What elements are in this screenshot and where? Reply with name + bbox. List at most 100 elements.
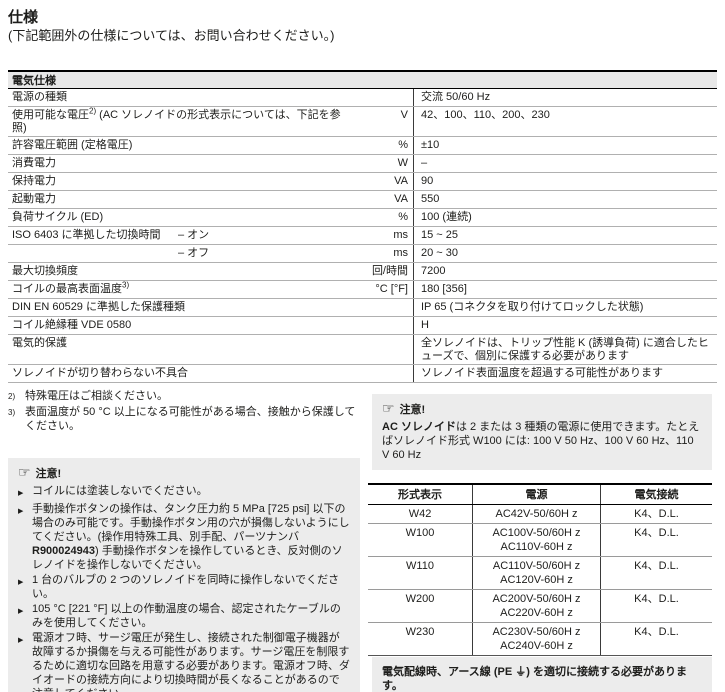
note-bullet-item: ▶ 手動操作ボタンの操作は、タンク圧力約 5 MPa [725 psi] 以下の…: [18, 502, 350, 572]
page-subtitle: (下記範囲外の仕様については、お問い合わせください。): [8, 28, 335, 43]
spec-value-cell: 15 ~ 25: [413, 227, 717, 244]
spec-label: ISO 6403 に準拠した切換時間: [12, 229, 161, 241]
model-table-row: W230 AC230V-50/60H z AC240V-60H z K4、D.L…: [368, 623, 712, 656]
spec-label: 起動電力: [12, 193, 56, 205]
solenoid-model-table: 形式表示 電源 電気接続 W42 AC42V-50/60H z K4、D.L. …: [368, 483, 712, 656]
note-bullet-item: ▶ コイルには塗装しないでください。: [18, 484, 350, 501]
spec-label: ソレノイドが切り替わらない不具合: [12, 367, 188, 379]
unit-label: V: [400, 109, 408, 121]
spec-value-cell: 7200: [413, 263, 717, 280]
bullet-text: 手動操作ボタンの操作は、タンク圧力約 5 MPa [725 psi] 以下の場合…: [32, 502, 350, 572]
unit-label: %: [398, 211, 408, 223]
unit-label: 回/時間: [371, 265, 408, 277]
column-header-power: 電源: [472, 485, 600, 504]
spec-value-cell: 90: [413, 173, 717, 190]
unit-label: %: [398, 139, 408, 151]
spec-label: 使用可能な電圧: [12, 109, 89, 121]
bullet-icon: ▶: [18, 579, 24, 586]
note-bullet-item: ▶ 1 台のバルブの 2 つのソレノイドを同時に操作しないでください。: [18, 573, 350, 601]
note-title-label: 注意!: [35, 468, 62, 480]
spec-label-cell: 使用可能な電圧2) (AC ソレノイドの形式表示については、下記を参照) V: [8, 107, 413, 136]
spec-label: コイルの最高表面温度: [12, 283, 122, 295]
grounding-note-post: ) を適切に接続する必要があります。: [382, 666, 687, 692]
bullet-text: コイルには塗装しないでください。: [32, 484, 350, 501]
unit-label: W: [397, 157, 408, 169]
spec-table-row: ISO 6403 に準拠した切換時間 – オン ms 15 ~ 25: [8, 227, 717, 245]
earth-ground-icon: ⏚: [515, 666, 527, 678]
bullet-text-pre: コイルには塗装しないでください。: [32, 485, 208, 497]
spec-table-row: コイルの最高表面温度3) °C [°F] 180 [356]: [8, 281, 717, 299]
power-line-1: AC110V-50/60H z: [492, 560, 581, 572]
spec-label-cell: 電源の種類: [8, 89, 413, 106]
power-line-2: AC120V-60H z: [500, 574, 573, 586]
spec-value-cell: ソレノイド表面温度を超過する可能性があります: [413, 365, 717, 382]
spec-table-row: 消費電力 W –: [8, 155, 717, 173]
unit-label: VA: [394, 193, 408, 205]
power-supply-cell: AC230V-50/60H z AC240V-60H z: [472, 623, 600, 655]
spec-label-cell: 起動電力 VA: [8, 191, 413, 208]
spec-table-row: 保持電力 VA 90: [8, 173, 717, 191]
footnote: 2) 特殊電圧はご相談ください。: [8, 389, 360, 404]
spec-table-row: 許容電圧範囲 (定格電圧) % ±10: [8, 137, 717, 155]
spec-sublabel: – オフ: [178, 247, 210, 259]
spec-value-cell: 180 [356]: [413, 281, 717, 298]
note-box-right: ☞ 注意! AC ソレノイドは 2 または 3 種類の電源に使用できます。たとえば…: [372, 394, 712, 470]
grounding-note: 電気配線時、アース線 (PE ⏚) を適切に接続する必要があります。: [372, 657, 712, 692]
spec-value-cell: 全ソレノイドは、トリップ性能 K (誘導負荷) に適合したヒューズで、個別に保護…: [413, 335, 717, 364]
title-block: 仕様 (下記範囲外の仕様については、お問い合わせください。): [8, 8, 335, 45]
spec-value-cell: –: [413, 155, 717, 172]
spec-label-suffix: (AC ソレノイドの形式表示については、下記を参照): [12, 109, 341, 134]
power-line-2: AC110V-60H z: [500, 541, 573, 553]
spec-table-row: 負荷サイクル (ED) % 100 (連続): [8, 209, 717, 227]
footnotes: 2) 特殊電圧はご相談ください。 3) 表面温度が 50 °C 以上になる可能性…: [8, 389, 360, 434]
power-line-2: AC240V-60H z: [500, 640, 573, 652]
bullet-icon: ▶: [18, 508, 24, 515]
power-line-1: AC42V-50/60H z: [495, 508, 578, 520]
column-header-connection: 電気接続: [600, 485, 712, 504]
bullet-icon: ▶: [18, 608, 24, 615]
model-designation-cell: W200: [405, 593, 435, 605]
unit-label: ms: [393, 229, 408, 241]
spec-label-cell: 保持電力 VA: [8, 173, 413, 190]
model-table-header-row: 形式表示 電源 電気接続: [368, 485, 712, 505]
note-text-rest: は 2 または 3 種類の電源に使用できます。たとえばソレノイド形式 W100 …: [382, 421, 700, 461]
model-designation-cell: W100: [405, 527, 435, 539]
spec-label: 電気的保護: [12, 337, 67, 349]
spec-table-body: 電源の種類 交流 50/60 Hz 使用可能な電圧2) (AC ソレノイドの形式…: [8, 89, 717, 383]
bullet-text-post: ) 手動操作ボタンを操作しているとき、反対側のソレノイドを操作しないでください。: [32, 545, 343, 571]
power-line-1: AC100V-50/60H z: [492, 527, 581, 539]
spec-label-cell: 最大切換頻度 回/時間: [8, 263, 413, 280]
note-hand-icon: ☞: [382, 400, 395, 416]
spec-sublabel: – オン: [178, 229, 210, 241]
spec-label-cell: ソレノイドが切り替わらない不具合: [8, 365, 413, 382]
spec-label: DIN EN 60529 に準拠した保護種類: [12, 301, 185, 313]
bullet-text-pre: 105 °C [221 °F] 以上の作動温度の場合、認定されたケーブルのみを使…: [32, 603, 341, 629]
spec-label-cell: コイルの最高表面温度3) °C [°F]: [8, 281, 413, 298]
bullet-text-pre: 1 台のバルブの 2 つのソレノイドを同時に操作しないでください。: [32, 574, 340, 600]
power-supply-cell: AC100V-50/60H z AC110V-60H z: [472, 524, 600, 556]
note-bullet-item: ▶ 電源オフ時、サージ電圧が発生し、接続された制御電子機器が故障するか損傷を与え…: [18, 631, 350, 692]
unit-label: VA: [394, 175, 408, 187]
spec-table-title: 電気仕様: [8, 72, 717, 89]
footnote-ref: 3): [122, 280, 130, 290]
model-table-row: W100 AC100V-50/60H z AC110V-60H z K4、D.L…: [368, 524, 712, 557]
power-line-1: AC200V-50/60H z: [492, 593, 581, 605]
spec-label-cell: 電気的保護: [8, 335, 413, 364]
spec-value-cell: 100 (連続): [413, 209, 717, 226]
note-box-left: ☞ 注意! ▶ コイルには塗装しないでください。 ▶ 手動操作ボタンの操作は、タン…: [8, 458, 360, 692]
electrical-connection-cell: K4、D.L.: [600, 623, 712, 655]
spec-table-row: コイル絶縁種 VDE 0580 H: [8, 317, 717, 335]
bullet-text: 105 °C [221 °F] 以上の作動温度の場合、認定されたケーブルのみを使…: [32, 602, 350, 630]
grounding-note-pre: 電気配線時、アース線 (PE: [382, 666, 516, 678]
model-designation-cell: W110: [406, 560, 434, 572]
footnote: 3) 表面温度が 50 °C 以上になる可能性がある場合、接触から保護してくださ…: [8, 405, 360, 433]
column-header-model: 形式表示: [398, 489, 442, 501]
bullet-text-pre: 電源オフ時、サージ電圧が発生し、接続された制御電子機器が故障するか損傷を与える可…: [32, 632, 350, 692]
spec-table-row: 使用可能な電圧2) (AC ソレノイドの形式表示については、下記を参照) V 4…: [8, 107, 717, 137]
spec-value-cell: IP 65 (コネクタを取り付けてロックした状態): [413, 299, 717, 316]
page-title: 仕様: [8, 9, 39, 26]
note-title: ☞ 注意!: [382, 400, 702, 418]
footnote-text: 特殊電圧はご相談ください。: [25, 390, 168, 402]
model-table-row: W110 AC110V-50/60H z AC120V-60H z K4、D.L…: [368, 557, 712, 590]
